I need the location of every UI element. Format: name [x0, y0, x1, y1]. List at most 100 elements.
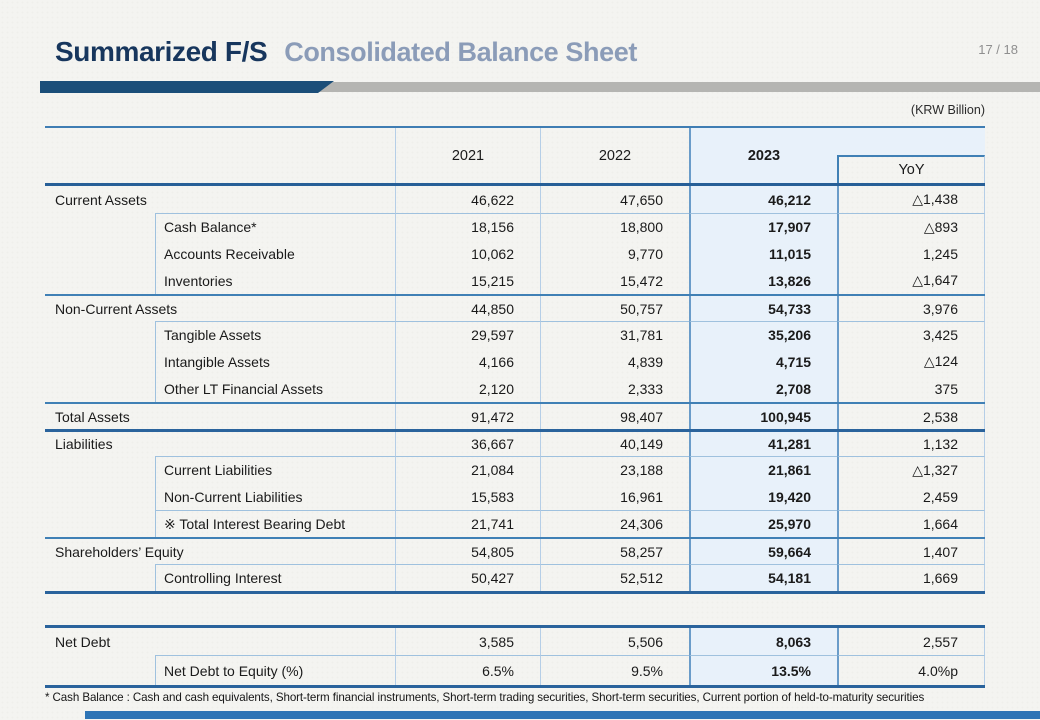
value-2021: 36,667: [395, 432, 540, 456]
row-indent-gutter: [45, 321, 155, 348]
value-2022: 40,149: [540, 432, 689, 456]
value-2023: 13,826: [689, 267, 837, 294]
value-2022: 52,512: [540, 564, 689, 591]
table-row: Non-Current Liabilities 15,583 16,961 19,42…: [45, 483, 985, 510]
table-row: ※ Total Interest Bearing Debt 21,741 24,30…: [45, 510, 985, 537]
row-label: Other LT Financial Assets: [155, 375, 395, 402]
row-label: Cash Balance*: [155, 213, 395, 240]
table-row: Current Assets 46,622 47,650 46,212 △1,438: [45, 186, 985, 213]
value-2023: 17,907: [689, 213, 837, 240]
value-2022: 18,800: [540, 213, 689, 240]
value-yoy: △1,438: [837, 186, 985, 213]
value-2022: 31,781: [540, 321, 689, 348]
row-label: Accounts Receivable: [155, 240, 395, 267]
slide-title: Summarized F/S Consolidated Balance Sheet: [55, 36, 637, 68]
value-yoy: △1,327: [837, 456, 985, 483]
value-2023: 13.5%: [689, 655, 837, 685]
row-label: Intangible Assets: [155, 348, 395, 375]
row-indent-gutter: [45, 348, 155, 375]
table-row: Controlling Interest 50,427 52,512 54,181 1,…: [45, 564, 985, 591]
value-yoy: 4.0%p: [837, 655, 985, 685]
value-2021: 29,597: [395, 321, 540, 348]
value-2021: 91,472: [395, 404, 540, 429]
table-row: Net Debt 3,585 5,506 8,063 2,557: [45, 628, 985, 655]
divider-gray-segment: [318, 82, 1040, 92]
value-2022: 9.5%: [540, 655, 689, 685]
value-yoy: 375: [837, 375, 985, 402]
value-2021: 50,427: [395, 564, 540, 591]
row-label: Current Liabilities: [155, 456, 395, 483]
page-number: 17 / 18: [978, 42, 1018, 57]
row-label: Net Debt to Equity (%): [155, 655, 395, 685]
value-2023: 8,063: [689, 628, 837, 655]
value-2021: 46,622: [395, 186, 540, 213]
value-2023: 35,206: [689, 321, 837, 348]
value-2021: 21,084: [395, 456, 540, 483]
value-2023: 46,212: [689, 186, 837, 213]
value-2023: 11,015: [689, 240, 837, 267]
value-2022: 2,333: [540, 375, 689, 402]
value-2021: 4,166: [395, 348, 540, 375]
row-indent-gutter: [45, 483, 155, 510]
table-row: Shareholders’ Equity 54,805 58,257 59,664 1,…: [45, 537, 985, 564]
value-yoy: 3,425: [837, 321, 985, 348]
value-2021: 54,805: [395, 539, 540, 564]
table-row: Net Debt to Equity (%) 6.5% 9.5% 13.5% 4.0%p: [45, 655, 985, 685]
value-yoy: 1,245: [837, 240, 985, 267]
footer-accent-bar: [85, 711, 1040, 719]
value-2023: 41,281: [689, 432, 837, 456]
value-yoy: △893: [837, 213, 985, 240]
row-indent-gutter: [45, 456, 155, 483]
row-label: Inventories: [155, 267, 395, 294]
value-2021: 3,585: [395, 628, 540, 655]
net-debt-table: Net Debt 3,585 5,506 8,063 2,557 Net Debt to …: [45, 625, 985, 688]
balance-sheet-table: 2021 2022 2023 YoY Current Assets 46,622 4…: [45, 126, 985, 594]
column-header-2022: 2022: [540, 128, 689, 183]
unit-label: (KRW Billion): [910, 103, 985, 117]
table-row: Current Liabilities 21,084 23,188 21,861 △1,…: [45, 456, 985, 483]
table-row: Liabilities 36,667 40,149 41,281 1,132: [45, 429, 985, 456]
value-2021: 2,120: [395, 375, 540, 402]
table-row: Other LT Financial Assets 2,120 2,333 2,708…: [45, 375, 985, 402]
value-yoy: 1,669: [837, 564, 985, 591]
value-2022: 4,839: [540, 348, 689, 375]
row-label: Shareholders’ Equity: [55, 543, 184, 560]
value-2021: 6.5%: [395, 655, 540, 685]
column-header-yoy-group: YoY: [837, 128, 985, 183]
value-2021: 21,741: [395, 510, 540, 537]
table-row: Total Assets 91,472 98,407 100,945 2,538: [45, 402, 985, 429]
column-header-yoy: YoY: [837, 155, 985, 183]
value-yoy: 1,132: [837, 432, 985, 456]
table-row: Intangible Assets 4,166 4,839 4,715 △124: [45, 348, 985, 375]
row-label: Liabilities: [55, 436, 113, 452]
value-yoy: 1,407: [837, 539, 985, 564]
value-2022: 9,770: [540, 240, 689, 267]
row-indent-gutter: [45, 510, 155, 537]
value-2023: 2,708: [689, 375, 837, 402]
column-header-2023: 2023: [689, 128, 837, 183]
row-indent-gutter: [45, 655, 155, 685]
net-debt-body: Net Debt 3,585 5,506 8,063 2,557 Net Debt to …: [45, 628, 985, 685]
table-row: Tangible Assets 29,597 31,781 35,206 3,425: [45, 321, 985, 348]
row-label: Total Assets: [55, 408, 130, 425]
row-indent-gutter: [45, 564, 155, 591]
value-yoy: △1,647: [837, 267, 985, 294]
value-2023: 100,945: [689, 404, 837, 429]
footnote: * Cash Balance : Cash and cash equivalen…: [45, 691, 925, 704]
table-row: Cash Balance* 18,156 18,800 17,907 △893: [45, 213, 985, 240]
value-2022: 58,257: [540, 539, 689, 564]
row-indent-gutter: [45, 240, 155, 267]
table-row: Accounts Receivable 10,062 9,770 11,015 1,24…: [45, 240, 985, 267]
value-2022: 98,407: [540, 404, 689, 429]
row-label: Controlling Interest: [155, 564, 395, 591]
value-2021: 44,850: [395, 296, 540, 321]
row-indent-gutter: [45, 375, 155, 402]
title-divider-bar: [40, 81, 1040, 93]
value-2022: 5,506: [540, 628, 689, 655]
row-label: Current Assets: [55, 191, 147, 208]
value-yoy: △124: [837, 348, 985, 375]
table-header-row: 2021 2022 2023 YoY: [45, 128, 985, 186]
yoy-header-spacer: [837, 128, 985, 155]
value-2023: 4,715: [689, 348, 837, 375]
page-title: Summarized F/S: [55, 36, 268, 67]
